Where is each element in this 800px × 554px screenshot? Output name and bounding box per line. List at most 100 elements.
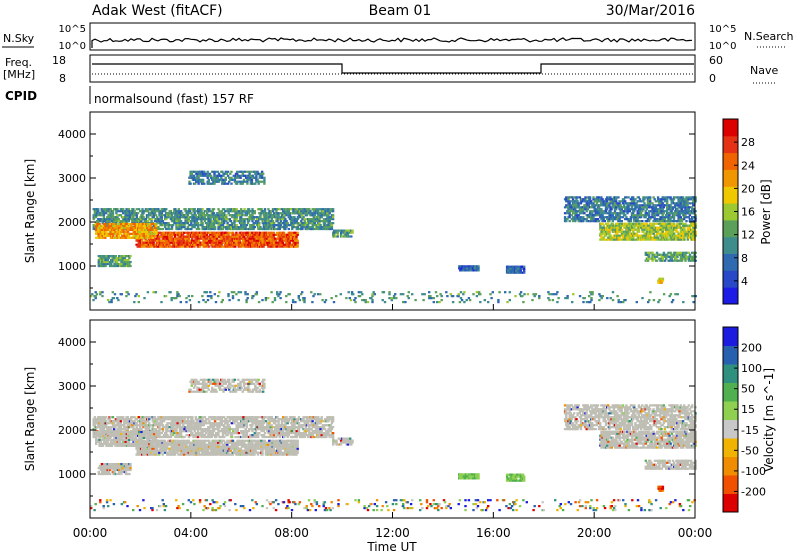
scatter-cell	[258, 222, 261, 225]
scatter-cell	[208, 208, 211, 211]
scatter-cell	[236, 182, 239, 185]
scatter-cell	[285, 301, 288, 304]
scatter-cell	[608, 232, 611, 235]
scatter-cell	[215, 237, 219, 240]
scatter-cell	[152, 214, 155, 217]
scatter-cell	[242, 231, 245, 234]
scatter-cell	[672, 259, 676, 262]
scatter-cell	[259, 231, 262, 234]
scatter-cell	[140, 228, 143, 231]
scatter-cell	[103, 220, 107, 223]
scatter-cell	[602, 216, 605, 219]
scatter-cell	[326, 220, 329, 223]
scatter-cell	[159, 216, 162, 219]
scatter-cell	[635, 232, 638, 235]
scatter-cell	[666, 204, 669, 207]
scatter-cell	[225, 233, 228, 236]
scatter-cell	[259, 214, 262, 217]
scatter-cell	[605, 204, 609, 207]
scatter-cell	[658, 232, 661, 235]
scatter-cell	[668, 255, 671, 258]
power-data-layer	[90, 170, 697, 304]
scatter-cell	[645, 196, 648, 199]
scatter-cell	[127, 259, 130, 262]
scatter-cell	[676, 208, 679, 211]
scatter-cell	[653, 216, 656, 219]
scatter-cell	[625, 216, 628, 219]
scatter-cell	[278, 227, 281, 231]
scatter-cell	[577, 214, 580, 217]
scatter-cell	[156, 239, 160, 242]
scatter-cell	[220, 174, 223, 177]
scatter-cell	[463, 291, 466, 294]
scatter-cell	[592, 202, 595, 205]
scatter-cell	[651, 226, 654, 229]
scatter-cell	[97, 214, 100, 217]
scatter-cell	[149, 208, 152, 211]
scatter-cell	[252, 233, 255, 236]
scatter-cell	[251, 174, 255, 177]
scatter-cell	[394, 293, 397, 296]
scatter-cell	[228, 218, 231, 221]
scatter-cell	[303, 220, 306, 223]
scatter-cell	[651, 259, 654, 262]
scatter-cell	[133, 301, 136, 304]
scatter-cell	[129, 260, 132, 264]
scatter-cell	[97, 260, 100, 264]
scatter-cell	[235, 239, 238, 242]
scatter-cell	[311, 226, 314, 229]
scatter-cell	[296, 227, 300, 231]
scatter-cell	[680, 259, 684, 262]
scatter-cell	[616, 234, 619, 237]
scatter-cell	[336, 231, 339, 234]
scatter-cell	[423, 293, 426, 296]
scatter-cell	[116, 208, 119, 211]
scatter-cell	[296, 231, 299, 234]
scatter-cell	[142, 218, 145, 221]
scatter-cell	[675, 228, 678, 231]
scatter-cell	[594, 208, 597, 211]
scatter-cell	[314, 227, 318, 231]
scatter-cell	[175, 231, 178, 234]
scatter-cell	[149, 230, 152, 233]
scatter-cell	[371, 301, 374, 304]
scatter-cell	[575, 198, 578, 201]
scatter-cell	[676, 251, 679, 254]
scatter-cell	[276, 245, 279, 248]
scatter-cell	[634, 234, 637, 237]
scatter-cell	[676, 255, 679, 258]
scatter-cell	[612, 216, 616, 219]
scatter-cell	[271, 237, 274, 240]
scatter-cell	[299, 222, 302, 225]
scatter-cell	[459, 297, 463, 300]
scatter-cell	[99, 232, 102, 235]
scatter-cell	[116, 214, 119, 217]
scatter-cell	[313, 222, 317, 225]
scatter-cell	[694, 196, 697, 199]
scatter-cell	[207, 178, 210, 181]
scatter-cell	[655, 220, 659, 223]
scatter-cell	[406, 295, 409, 298]
scatter-cell	[600, 210, 603, 213]
scatter-cell	[217, 295, 220, 298]
scatter-cell	[137, 241, 140, 244]
scatter-cell	[170, 235, 173, 238]
scatter-cell	[395, 297, 398, 300]
scatter-cell	[127, 220, 131, 223]
scatter-cell	[187, 218, 191, 221]
scatter-cell	[662, 212, 665, 215]
scatter-cell	[115, 224, 118, 228]
scatter-cell	[508, 299, 511, 302]
scatter-cell	[211, 210, 214, 213]
scatter-cell	[144, 241, 147, 244]
scatter-cell	[320, 216, 323, 219]
scatter-cell	[235, 226, 238, 229]
scatter-cell	[685, 251, 688, 254]
scatter-cell	[260, 170, 264, 173]
scatter-cell	[94, 291, 97, 294]
scatter-cell	[226, 235, 229, 238]
scatter-cell	[291, 245, 295, 248]
scatter-cell	[589, 301, 592, 304]
scatter-cell	[643, 198, 646, 201]
scatter-cell	[115, 260, 119, 264]
